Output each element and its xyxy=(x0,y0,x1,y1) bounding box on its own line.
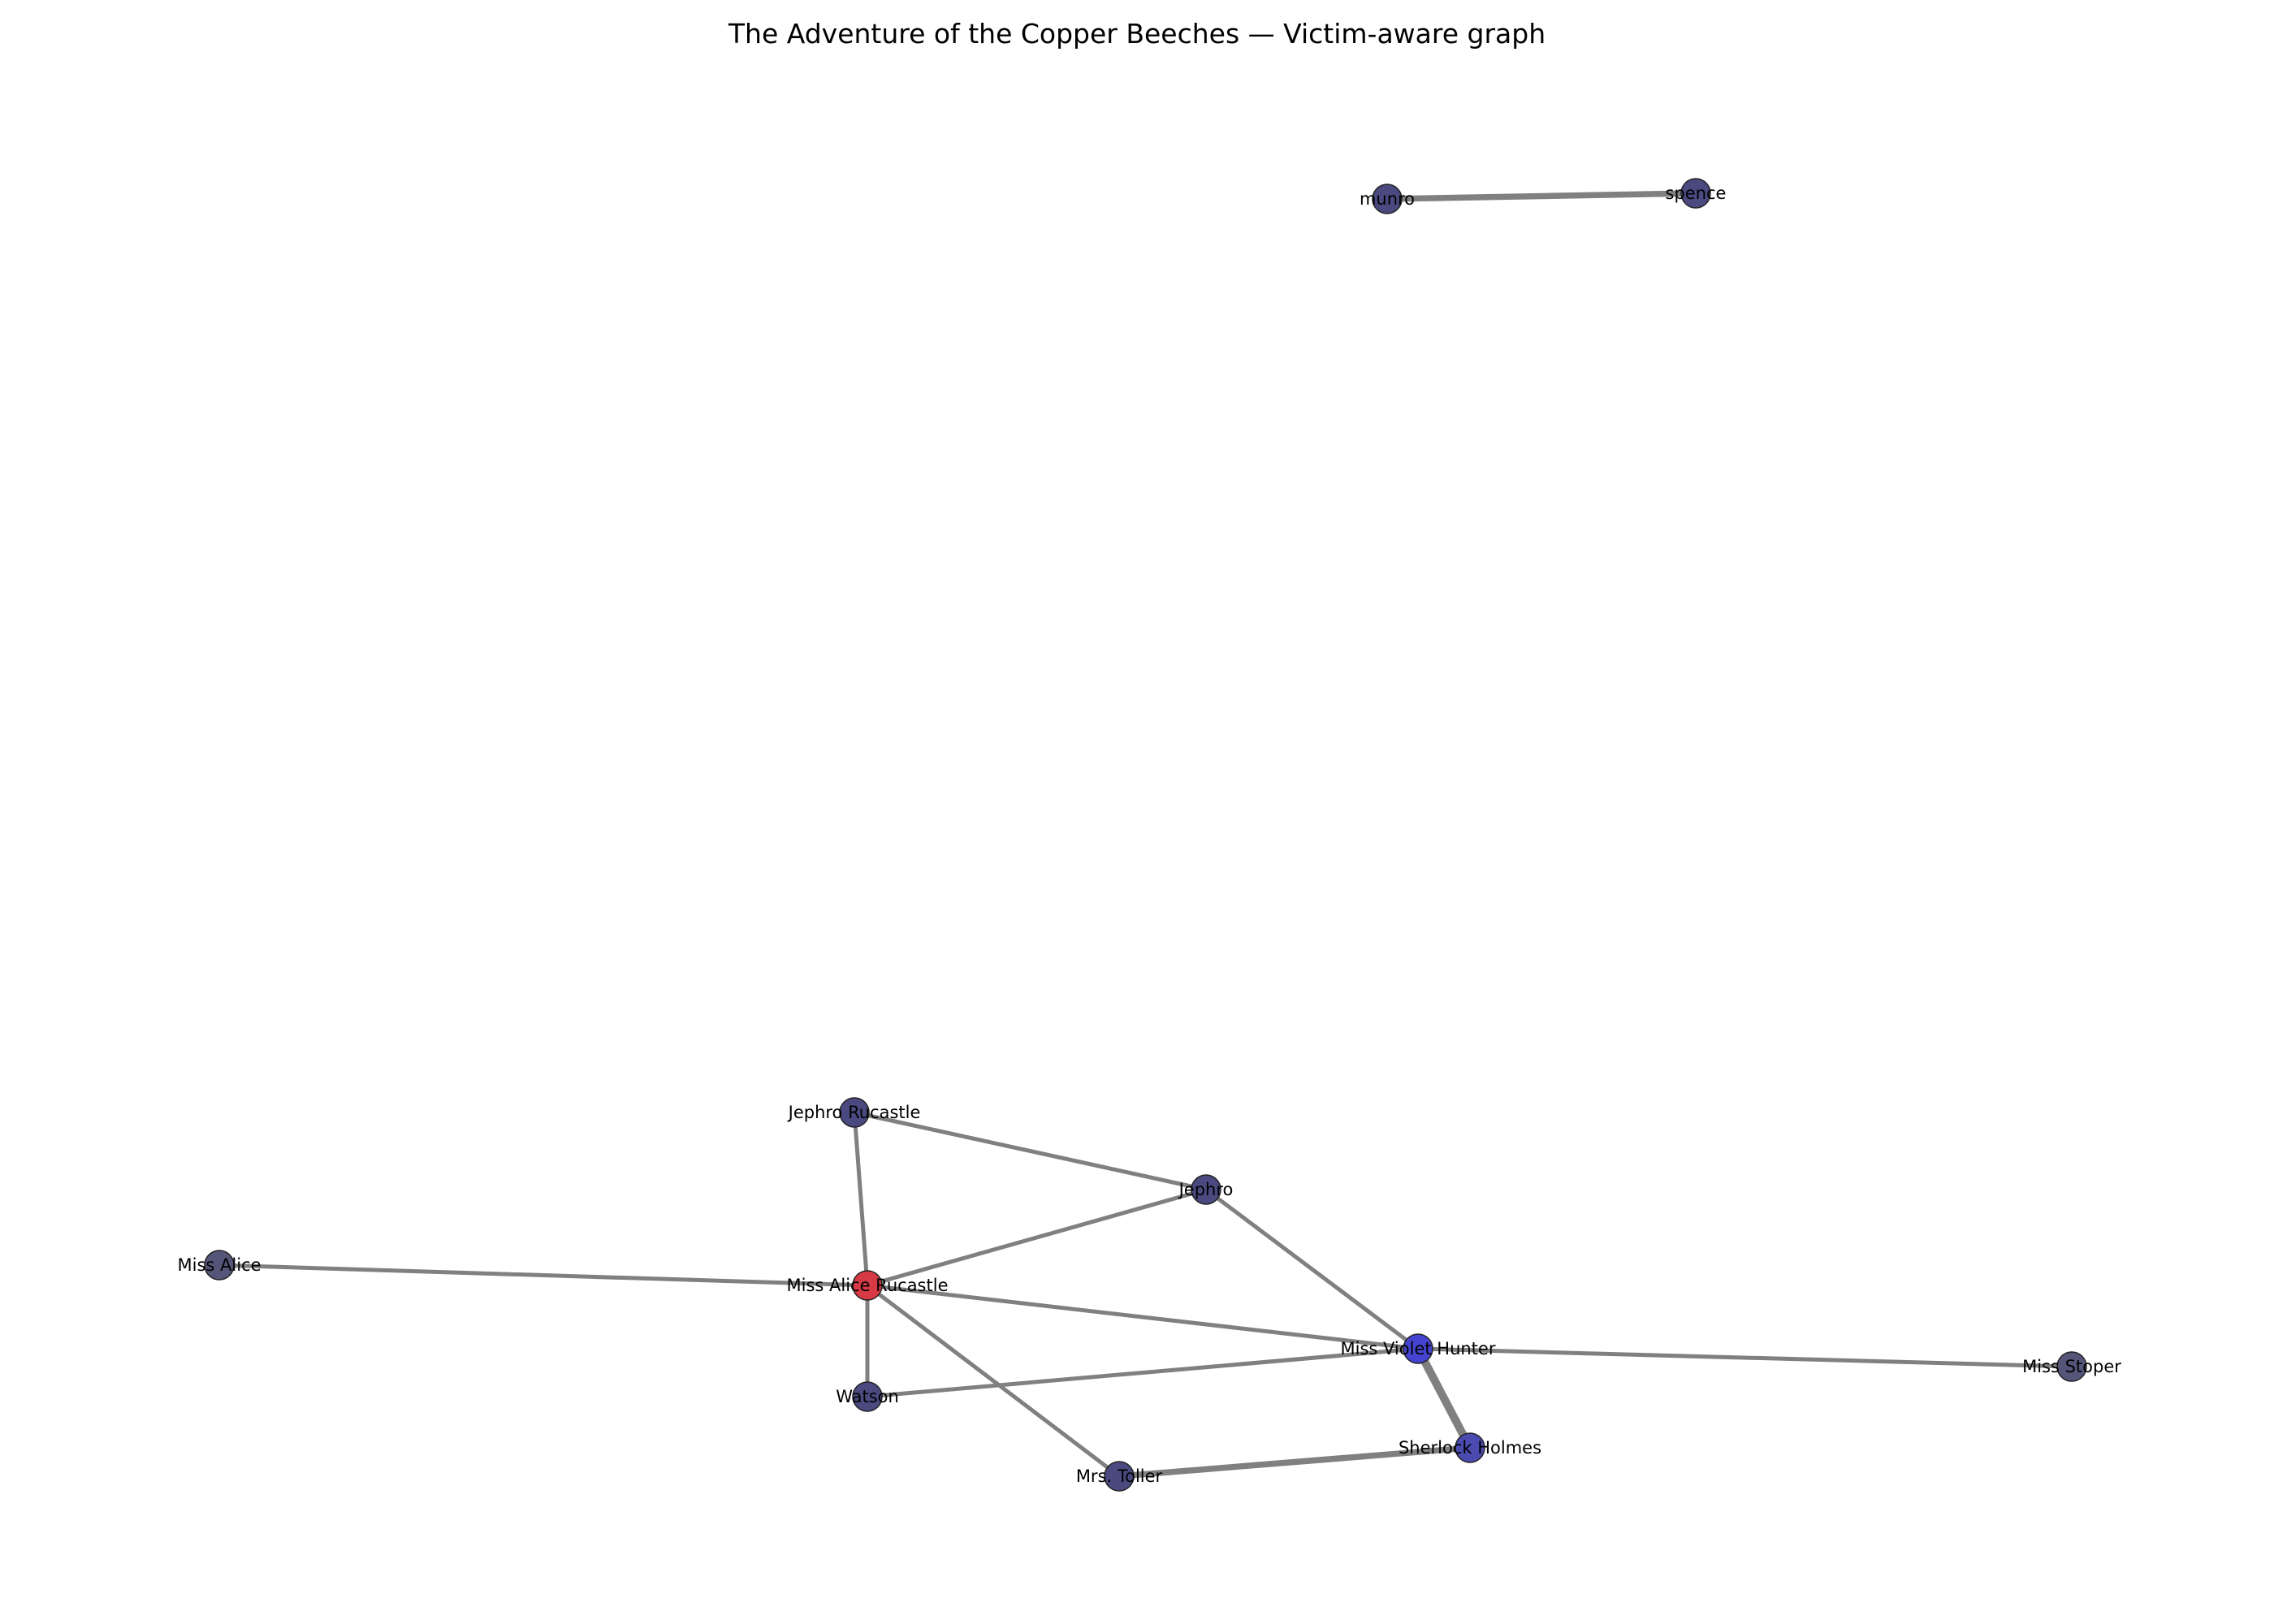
edge-miss_violet_hunter-miss_stoper xyxy=(1417,1346,2073,1369)
edge-jephro_rucastle-miss_alice_rucastle xyxy=(852,1112,870,1286)
node-miss-stoper[interactable] xyxy=(2056,1351,2087,1382)
node-spence[interactable] xyxy=(1680,178,1711,209)
node-sherlock-holmes[interactable] xyxy=(1455,1432,1485,1463)
node-munro[interactable] xyxy=(1372,184,1403,214)
labels-layer: munro spence Jephro Rucastle Jephro Miss Ali… xyxy=(177,184,2121,1486)
edge-miss_alice_rucastle-miss_violet_hunter xyxy=(867,1283,1419,1351)
edge-miss_violet_hunter-sherlock_holmes xyxy=(1414,1346,1474,1450)
edges-layer xyxy=(218,190,2073,1479)
node-miss-violet-hunter[interactable] xyxy=(1403,1333,1433,1364)
nodes-layer xyxy=(204,178,2087,1492)
edge-miss_alice-miss_alice_rucastle xyxy=(218,1263,868,1288)
node-jephro[interactable] xyxy=(1191,1174,1221,1205)
edge-jephro_rucastle-jephro xyxy=(854,1110,1207,1192)
edge-miss_alice_rucastle-mrs_toller xyxy=(866,1284,1121,1478)
node-label-mrs-toller: Mrs. Toller xyxy=(1076,1466,1163,1486)
node-label-watson: Watson xyxy=(836,1387,899,1406)
edge-jephro-miss_violet_hunter xyxy=(1204,1188,1420,1350)
node-label-jephro-rucastle: Jephro Rucastle xyxy=(787,1103,921,1122)
node-label-spence: spence xyxy=(1666,184,1727,203)
edge-munro-spence xyxy=(1386,190,1697,202)
node-label-munro: munro xyxy=(1360,189,1415,209)
node-label-miss-violet-hunter: Miss Violet Hunter xyxy=(1341,1339,1496,1358)
graph-title: The Adventure of the Copper Beeches — Vi… xyxy=(728,18,1546,50)
node-label-jephro: Jephro xyxy=(1178,1180,1234,1199)
node-mrs-toller[interactable] xyxy=(1104,1461,1135,1492)
node-label-sherlock-holmes: Sherlock Holmes xyxy=(1399,1438,1541,1458)
node-jephro-rucastle[interactable] xyxy=(839,1097,870,1128)
node-label-miss-alice: Miss Alice xyxy=(177,1255,261,1275)
edge-mrs_toller-sherlock_holmes xyxy=(1118,1445,1471,1479)
node-watson[interactable] xyxy=(852,1381,883,1412)
node-miss-alice-rucastle[interactable] xyxy=(852,1270,883,1301)
node-miss-alice[interactable] xyxy=(204,1250,235,1281)
edge-watson-miss_violet_hunter xyxy=(867,1346,1419,1399)
edge-jephro-miss_alice_rucastle xyxy=(867,1187,1207,1288)
node-label-miss-stoper: Miss Stoper xyxy=(2022,1357,2121,1376)
node-label-miss-alice-rucastle: Miss Alice Rucastle xyxy=(787,1276,949,1295)
